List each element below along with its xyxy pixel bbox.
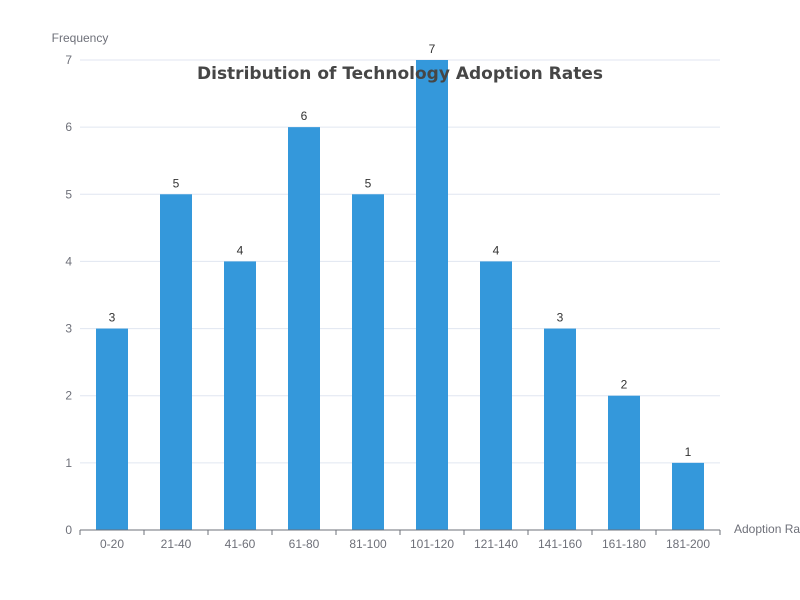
x-tick-label: 21-40 — [161, 537, 192, 551]
x-tick-label: 161-180 — [602, 537, 646, 551]
bar-value-label: 1 — [685, 445, 692, 459]
y-tick-label: 5 — [65, 187, 72, 201]
y-tick-label: 0 — [65, 523, 72, 537]
bar — [160, 194, 192, 531]
x-axis-title: Adoption Rate — [734, 522, 800, 536]
bar-value-label: 4 — [237, 243, 244, 257]
x-axis: 0-20 21-40 41-60 61-80 81-100 101-120 121-140 1… — [79, 529, 721, 551]
x-tick-label: 181-200 — [666, 537, 710, 551]
x-tick-label: 141-160 — [538, 537, 582, 551]
y-axis-title: Frequency — [52, 31, 109, 45]
bar — [544, 328, 576, 530]
bar — [416, 60, 448, 530]
y-axis: 0 1 2 3 4 5 6 7 — [65, 53, 72, 537]
bar-value-label: 3 — [109, 311, 116, 325]
x-tick-label: 41-60 — [225, 537, 256, 551]
y-tick-label: 3 — [65, 322, 72, 336]
x-tick-label: 61-80 — [289, 537, 320, 551]
bar — [288, 127, 320, 531]
bars — [96, 60, 704, 531]
x-tick-label: 0-20 — [100, 537, 124, 551]
y-tick-label: 7 — [65, 53, 72, 67]
bar — [224, 261, 256, 530]
bar-value-label: 5 — [365, 176, 372, 190]
data-labels: 3 5 4 6 5 7 4 3 2 1 — [109, 42, 692, 459]
y-tick-label: 6 — [65, 120, 72, 134]
bar-value-label: 4 — [493, 243, 500, 257]
bar — [608, 395, 640, 530]
bar-value-label: 2 — [621, 378, 628, 392]
chart-title: Distribution of Technology Adoption Rate… — [197, 64, 603, 84]
y-tick-label: 1 — [65, 456, 72, 470]
bar-value-label: 6 — [301, 109, 308, 123]
y-tick-label: 4 — [65, 254, 72, 268]
x-tick-label: 101-120 — [410, 537, 454, 551]
bar-value-label: 7 — [429, 42, 436, 56]
bar — [672, 462, 704, 530]
bar — [352, 194, 384, 531]
bar-value-label: 3 — [557, 311, 564, 325]
bar — [480, 261, 512, 530]
x-tick-label: 121-140 — [474, 537, 518, 551]
x-tick-label: 81-100 — [349, 537, 387, 551]
y-tick-label: 2 — [65, 389, 72, 403]
bar — [96, 328, 128, 530]
bar-value-label: 5 — [173, 176, 180, 190]
